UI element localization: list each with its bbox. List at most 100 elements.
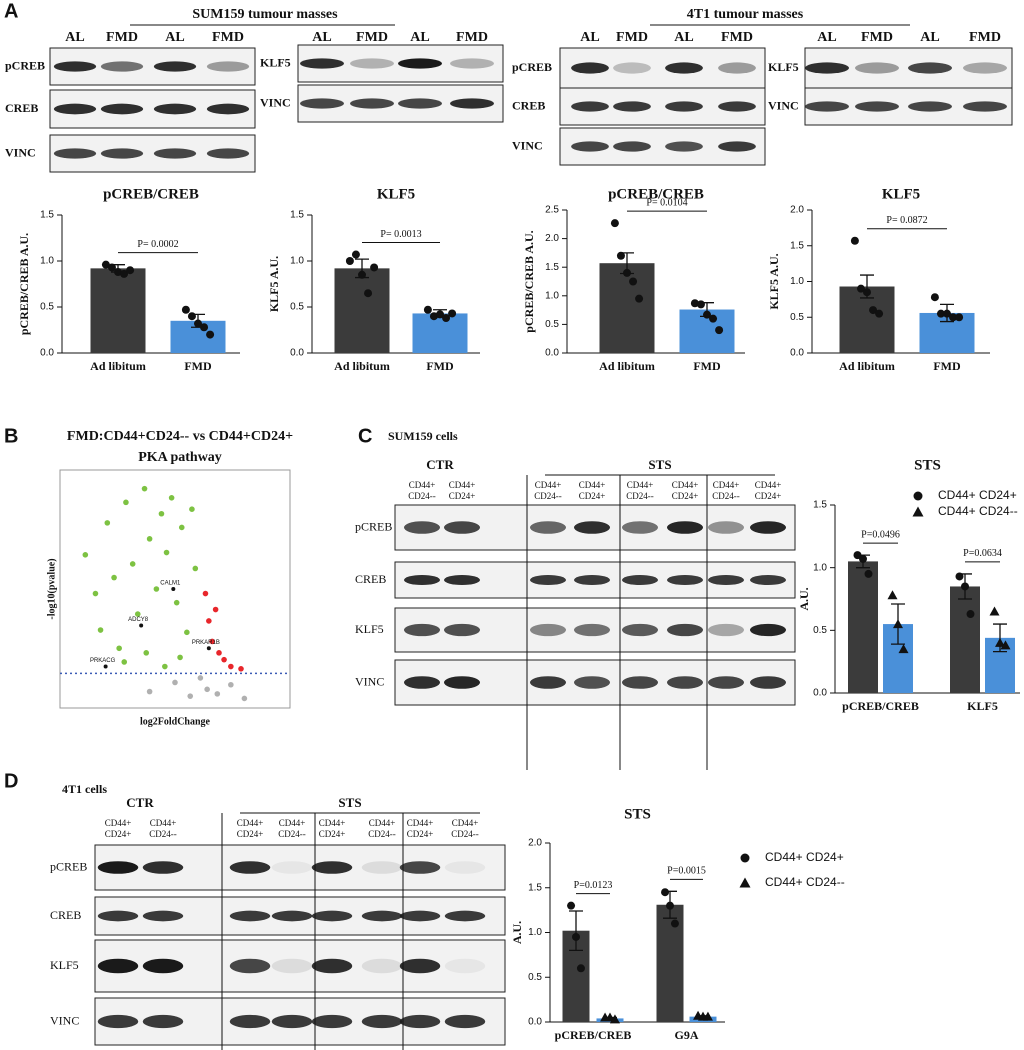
data-point — [123, 499, 129, 506]
band — [805, 101, 849, 112]
band — [398, 58, 442, 69]
band — [665, 62, 703, 74]
data-point — [197, 675, 204, 681]
y-tick-label: 0.5 — [545, 319, 559, 330]
y-tick-label: 0.5 — [813, 625, 827, 636]
row-label: KLF5 — [355, 622, 384, 636]
lane-label: CD24-- — [368, 829, 396, 839]
data-point — [572, 932, 580, 941]
lane-label: CD24+ — [319, 829, 346, 839]
band — [444, 574, 480, 586]
data-point — [635, 294, 644, 303]
band — [361, 958, 403, 974]
lane-label: CD44+ — [369, 818, 396, 828]
x-tick-label: Ad libitum — [599, 359, 655, 373]
band — [53, 103, 97, 115]
blot-title: SUM159 tumour masses — [192, 7, 338, 22]
blot — [49, 47, 256, 86]
data-point — [859, 554, 867, 563]
band — [665, 101, 703, 112]
lane-label: CD44+ — [449, 480, 476, 490]
data-point — [192, 565, 199, 572]
data-point — [629, 277, 638, 286]
band — [708, 574, 744, 586]
band — [855, 101, 899, 112]
legend-label: CD44+ CD24-- — [938, 504, 1018, 518]
data-point — [351, 250, 360, 259]
lane-label: AL — [65, 30, 84, 45]
lane-label: AL — [920, 30, 939, 45]
group-label: CTR — [126, 795, 154, 810]
data-point — [623, 268, 631, 277]
data-point — [121, 659, 128, 665]
data-point — [104, 520, 111, 526]
chart-title: KLF5 — [377, 186, 415, 202]
panel-title: 4T1 cells — [62, 782, 107, 796]
band — [404, 521, 440, 534]
band — [399, 958, 441, 974]
data-point — [206, 618, 212, 624]
y-tick-label: 0.5 — [40, 302, 54, 313]
band — [153, 103, 197, 115]
data-point — [898, 644, 909, 654]
data-point — [187, 693, 194, 699]
data-point — [194, 319, 202, 328]
band — [963, 62, 1007, 74]
bar — [599, 263, 655, 353]
data-point — [690, 299, 699, 308]
data-point — [206, 330, 215, 339]
data-point — [209, 638, 216, 645]
data-point — [364, 289, 373, 298]
data-point — [228, 663, 234, 670]
lane-label: CD44+ — [150, 818, 177, 828]
data-point — [146, 536, 153, 542]
data-point — [111, 574, 117, 581]
y-tick-label: 1.0 — [813, 562, 827, 573]
y-tick-label: 0.0 — [290, 348, 304, 359]
x-tick-label: pCREB/CREB — [555, 1028, 632, 1042]
y-axis-label: KLF5 A.U. — [767, 253, 781, 309]
bar — [848, 561, 878, 693]
row-label: KLF5 — [50, 958, 79, 972]
y-tick-label: 0.5 — [528, 972, 542, 983]
data-point — [961, 582, 969, 591]
band — [444, 676, 480, 689]
data-point — [856, 284, 865, 293]
y-axis-label: KLF5 A.U. — [267, 256, 281, 312]
lane-label: CD44+ — [672, 480, 699, 490]
y-tick-label: 1.5 — [790, 240, 804, 251]
annotated-point — [139, 623, 144, 628]
y-axis-label: pCREB/CREB A.U. — [522, 230, 536, 332]
lane-label: CD24-- — [408, 491, 436, 501]
p-value: P=0.0123 — [574, 880, 613, 891]
band — [574, 574, 610, 586]
data-point — [162, 663, 168, 670]
band — [142, 958, 184, 974]
band — [206, 61, 250, 72]
data-point — [567, 901, 576, 910]
row-label: pCREB — [355, 519, 392, 533]
data-point — [143, 650, 150, 656]
band — [708, 676, 744, 689]
y-axis-label: A.U. — [797, 587, 811, 610]
band — [622, 676, 658, 689]
data-point — [228, 681, 234, 688]
band — [450, 98, 494, 109]
band — [574, 521, 610, 534]
lane-label: CD44+ — [409, 480, 436, 490]
p-value: P=0.0015 — [667, 866, 706, 877]
band — [667, 521, 703, 534]
y-axis-label: A.U. — [510, 921, 524, 944]
lane-label: CD24-- — [626, 491, 654, 501]
lane-label: CD24+ — [105, 829, 132, 839]
bar — [412, 313, 468, 353]
legend-marker — [739, 877, 751, 888]
data-point — [107, 263, 116, 272]
data-point — [863, 288, 871, 297]
y-tick-label: 0.0 — [790, 348, 804, 359]
band — [53, 61, 97, 72]
y-tick-label: 1.0 — [545, 290, 559, 301]
band — [750, 623, 786, 637]
lane-label: AL — [165, 30, 184, 45]
y-tick-label: 1.0 — [290, 256, 304, 267]
